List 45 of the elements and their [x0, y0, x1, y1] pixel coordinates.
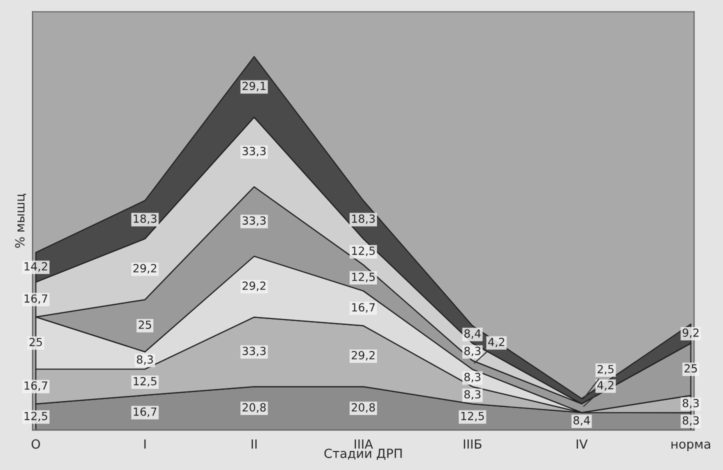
data-label: 33,3 [242, 346, 266, 356]
x-tick-label: IIIA [354, 439, 374, 449]
x-tick-label: II [252, 439, 257, 449]
data-label: 12,5 [352, 246, 375, 256]
x-tick-label: IV [576, 439, 588, 449]
data-label: 4,2 [597, 380, 614, 390]
data-label: 8,3 [464, 346, 480, 356]
data-label: 16,7 [24, 381, 48, 391]
data-label: 25 [684, 364, 697, 373]
data-label: 16,7 [24, 294, 48, 304]
data-label: 25 [30, 338, 42, 346]
data-label: 12,5 [24, 412, 48, 422]
data-label: 8,3 [682, 398, 699, 408]
data-label: 12,5 [461, 412, 484, 422]
data-label: 20,8 [242, 403, 266, 413]
data-label: 29,2 [352, 351, 375, 361]
data-label: 25 [138, 320, 152, 329]
data-label: 20,8 [352, 403, 375, 413]
data-label: 18,3 [134, 214, 156, 224]
x-axis-title: Стадии ДРП [324, 448, 402, 460]
data-label: 18,3 [352, 214, 375, 224]
x-tick-label: I [144, 439, 146, 449]
data-label: 8,4 [464, 329, 481, 339]
x-tick-label: O [32, 439, 40, 449]
data-label: 33,3 [242, 146, 266, 156]
data-label: 8,4 [574, 416, 590, 426]
data-label: 16,7 [134, 407, 156, 417]
data-label: 12,5 [134, 376, 156, 387]
data-label: 4,2 [488, 338, 504, 348]
x-tick-label: IIIБ [464, 439, 482, 449]
data-label: 16,7 [352, 303, 375, 313]
data-label: 8,3 [682, 416, 699, 426]
data-label: 14,2 [24, 262, 48, 272]
data-label: 8,3 [464, 390, 480, 400]
data-label: 29,2 [133, 264, 156, 274]
data-label: 2,5 [598, 364, 614, 374]
data-label: 8,3 [464, 372, 480, 382]
y-axis-title: % мышц [15, 194, 26, 248]
data-label: 29,2 [242, 282, 266, 292]
data-label: 33,3 [242, 216, 266, 226]
data-label: 9,2 [682, 328, 699, 338]
x-tick-label: норма [672, 442, 710, 452]
data-label: 12,5 [352, 272, 375, 282]
data-label: 8,3 [136, 355, 153, 365]
data-label: 29,1 [242, 82, 266, 92]
